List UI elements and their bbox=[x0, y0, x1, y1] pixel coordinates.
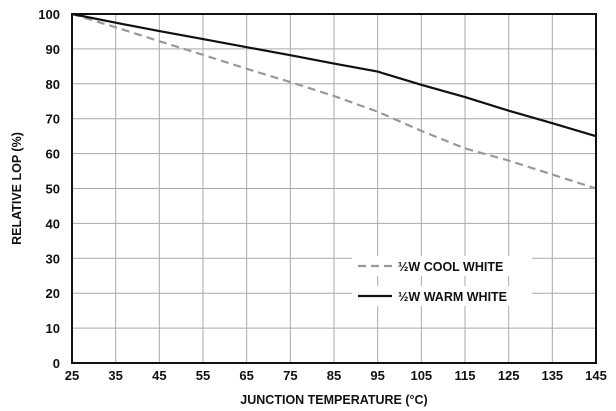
series-layer bbox=[71, 12, 597, 190]
y-tick-label: 20 bbox=[46, 286, 60, 301]
series-line-0 bbox=[71, 12, 597, 190]
y-tick-label: 80 bbox=[46, 77, 60, 92]
legend-label-0: ½W COOL WHITE bbox=[398, 260, 503, 274]
y-tick-label: 70 bbox=[46, 112, 60, 127]
y-tick-label: 0 bbox=[53, 356, 60, 371]
x-tick-label: 125 bbox=[498, 368, 520, 383]
x-tick-label: 75 bbox=[283, 368, 297, 383]
plot-frame bbox=[71, 13, 597, 364]
x-axis-label: JUNCTION TEMPERATURE (°C) bbox=[240, 393, 427, 407]
legend-bg bbox=[352, 256, 532, 276]
x-tick-label: 115 bbox=[455, 368, 476, 383]
x-tick-label: 25 bbox=[65, 368, 79, 383]
y-tick-label: 90 bbox=[46, 42, 60, 57]
y-tick-label: 60 bbox=[46, 147, 60, 162]
legend-label-1: ½W WARM WHITE bbox=[398, 290, 507, 304]
y-tick-label: 50 bbox=[46, 182, 60, 197]
legend: ½W COOL WHITE ½W WARM WHITE bbox=[352, 256, 532, 306]
y-tick-label: 10 bbox=[46, 321, 60, 336]
y-tick-label: 30 bbox=[46, 251, 60, 266]
x-tick-label: 105 bbox=[410, 368, 432, 383]
x-tick-label: 45 bbox=[152, 368, 166, 383]
x-tick-label: 65 bbox=[239, 368, 253, 383]
y-axis-label: RELATIVE LOP (%) bbox=[10, 132, 24, 245]
grid bbox=[71, 13, 597, 364]
y-tick-label: 40 bbox=[46, 216, 60, 231]
x-tick-label: 85 bbox=[327, 368, 341, 383]
y-tick-label: 100 bbox=[38, 7, 60, 22]
tick-labels: 25 35 45 55 65 75 85 95 105 115 125 135 145 0 10 20 30 40… bbox=[38, 7, 607, 383]
x-tick-label: 135 bbox=[541, 368, 563, 383]
x-tick-label: 35 bbox=[108, 368, 122, 383]
legend-bg bbox=[352, 286, 532, 306]
x-tick-label: 55 bbox=[196, 368, 210, 383]
series-line-1 bbox=[71, 12, 597, 138]
x-tick-label: 145 bbox=[585, 368, 607, 383]
x-tick-label: 95 bbox=[370, 368, 384, 383]
